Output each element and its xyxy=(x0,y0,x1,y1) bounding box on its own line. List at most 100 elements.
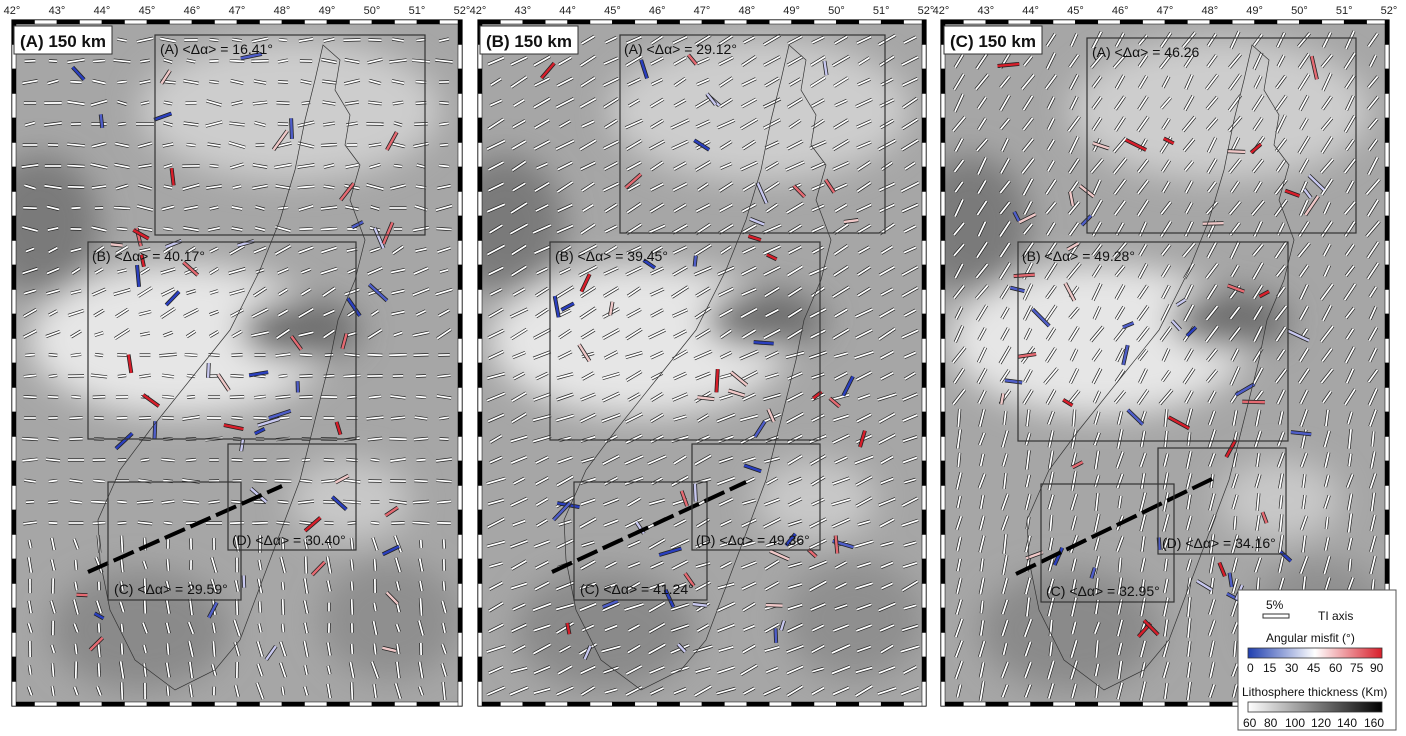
frame-bar-segment xyxy=(921,215,927,241)
longitude-tick-label: 50° xyxy=(828,5,845,17)
frame-bar-segment xyxy=(477,93,483,119)
thickness-tick: 80 xyxy=(1264,716,1278,730)
frame-bar-segment xyxy=(1187,19,1211,25)
frame-bar-segment xyxy=(921,19,927,45)
frame-bar-segment xyxy=(746,701,770,707)
frame-bar-segment xyxy=(79,701,103,707)
frame-bar-segment xyxy=(940,534,946,560)
longitude-tick-label: 48° xyxy=(1201,5,1218,17)
frame-bar-segment xyxy=(1231,19,1255,25)
frame-bar-segment xyxy=(656,19,680,25)
frame-bar-segment xyxy=(940,485,946,511)
frame-bar-segment xyxy=(457,436,463,462)
frame-bar-segment xyxy=(836,19,860,25)
frame-bar-segment xyxy=(1007,701,1031,707)
longitude-tick-label: 48° xyxy=(274,5,291,17)
frame-bar-segment xyxy=(1052,701,1076,707)
frame-bar-segment xyxy=(921,289,927,315)
region-box-a xyxy=(1086,37,1357,234)
longitude-tick-label: 42° xyxy=(470,5,487,17)
frame-bar-segment xyxy=(940,313,946,339)
thickness-tick: 60 xyxy=(1243,716,1257,730)
longitude-axis-labels: 42° 43° 44° 45° 46° 47° 48° 49° 50° 51° 52° xyxy=(933,5,1398,17)
frame-bar-segment xyxy=(921,632,927,658)
misfit-tick: 45 xyxy=(1307,661,1321,675)
frame-bar-segment xyxy=(1384,313,1390,339)
frame-bar-segment xyxy=(477,338,483,364)
frame-bar-segment xyxy=(1119,19,1143,25)
frame-bar-segment xyxy=(259,701,283,707)
longitude-tick-label: 47° xyxy=(229,5,246,17)
frame-bar-segment xyxy=(169,701,193,707)
frame-bar-segment xyxy=(11,583,17,609)
frame-bar-segment xyxy=(880,701,904,707)
frame-bar-segment xyxy=(858,701,882,707)
frame-bar-segment xyxy=(457,460,463,486)
frame-bar-segment xyxy=(940,681,946,707)
frame-bar-segment xyxy=(1384,338,1390,364)
frame-bar-segment xyxy=(457,338,463,364)
longitude-tick-label: 46° xyxy=(1112,5,1129,17)
frame-bar-segment xyxy=(214,701,238,707)
misfit-tick: 90 xyxy=(1370,661,1384,675)
frame-bar-segment xyxy=(921,93,927,119)
frame-bar-segment xyxy=(500,19,524,25)
frame-bar-segment xyxy=(11,264,17,290)
frame-bar-segment xyxy=(1384,387,1390,413)
region-label-a: (A) <Δα> = 29.12° xyxy=(624,41,737,57)
frame-bar-segment xyxy=(457,509,463,535)
frame-bar-segment xyxy=(457,681,463,707)
frame-bar-segment xyxy=(236,19,260,25)
frame-bar-segment xyxy=(11,460,17,486)
frame-bar-segment xyxy=(457,215,463,241)
frame-bar-segment xyxy=(724,701,748,707)
longitude-tick-label: 51° xyxy=(1336,5,1353,17)
frame-bar-segment xyxy=(1299,19,1323,25)
frame-bar-segment xyxy=(1384,142,1390,168)
thickness-tick: 100 xyxy=(1285,716,1305,730)
frame-bar-segment xyxy=(11,362,17,388)
frame-bar-segment xyxy=(11,289,17,315)
coastline-outline xyxy=(97,44,366,691)
frame-bar-segment xyxy=(544,701,568,707)
longitude-tick-label: 46° xyxy=(184,5,201,17)
frame-bar-segment xyxy=(371,19,395,25)
frame-bar-segment xyxy=(921,387,927,413)
frame-bar-segment xyxy=(349,701,373,707)
region-label-b: (B) <Δα> = 40.17° xyxy=(92,248,205,264)
frame-bar-segment xyxy=(11,68,17,94)
frame-bar-segment xyxy=(281,19,305,25)
scale-bar xyxy=(1262,613,1290,619)
frame-bar-segment xyxy=(11,93,17,119)
longitude-axis-labels: 42° 43° 44° 45° 46° 47° 48° 49° 50° 51° 52° xyxy=(470,5,935,17)
frame-bar-segment xyxy=(477,656,483,682)
frame-bar-segment xyxy=(457,411,463,437)
frame-bar-segment xyxy=(1384,534,1390,560)
frame-bar-segment xyxy=(1384,68,1390,94)
frame-bar-segment xyxy=(921,142,927,168)
frame-bar-segment xyxy=(11,632,17,658)
frame-bar-segment xyxy=(477,264,483,290)
frame-bar-segment xyxy=(477,240,483,266)
frame-bar-segment xyxy=(940,289,946,315)
map-panel-b: (A) <Δα> = 29.12° (B) <Δα> = 39.45° (C) … xyxy=(470,5,935,707)
frame-bar-segment xyxy=(11,509,17,535)
misfit-tick: 75 xyxy=(1350,661,1364,675)
frame-bar-segment xyxy=(1142,19,1166,25)
frame-bar-segment xyxy=(1164,19,1188,25)
region-label-a: (A) <Δα> = 46.26 xyxy=(1092,44,1200,60)
frame-bar-segment xyxy=(477,583,483,609)
frame-bar-segment xyxy=(1384,509,1390,535)
frame-bar-segment xyxy=(1384,362,1390,388)
frame-bar-segment xyxy=(477,558,483,584)
frame-bar-segment xyxy=(457,166,463,192)
frame-bar-segment xyxy=(921,117,927,143)
frame-bar-segment xyxy=(921,534,927,560)
frame-bar-segment xyxy=(457,93,463,119)
frame-bar-segment xyxy=(281,701,305,707)
frame-bar-segment xyxy=(1384,240,1390,266)
frame-bar-segment xyxy=(457,44,463,70)
frame-bar-segment xyxy=(416,701,440,707)
frame-bar-segment xyxy=(457,632,463,658)
frame-bar-segment xyxy=(124,19,148,25)
